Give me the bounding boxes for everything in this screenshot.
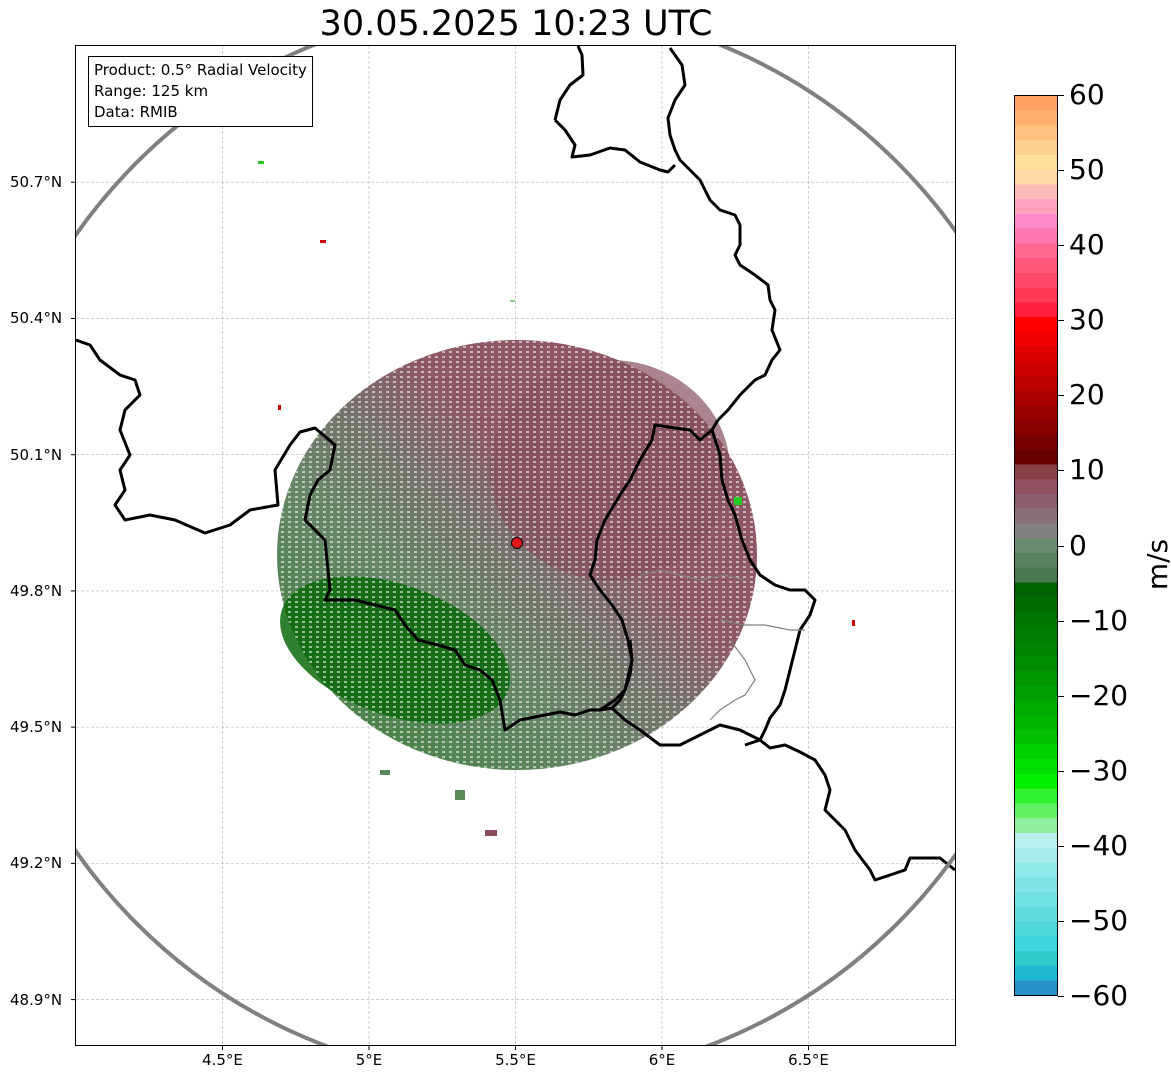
colorbar-tick (1058, 170, 1064, 172)
lon-tick-label: 6°E (648, 1051, 676, 1069)
lon-tick-label: 5°E (355, 1051, 383, 1069)
border-netherlands (553, 46, 677, 174)
colorbar-tick-label: 30 (1069, 303, 1105, 337)
lat-tick-label: 49.5°N (10, 718, 63, 737)
lat-tick-label: 50.4°N (10, 309, 63, 328)
product-info-box: Product: 0.5° Radial Velocity Range: 125… (88, 56, 313, 127)
echo-patch (852, 620, 855, 626)
border-lux-germany (710, 429, 817, 747)
colorbar-tick (1058, 320, 1064, 322)
colorbar-tick (1058, 395, 1064, 397)
colorbar-unit: m/s (1141, 538, 1171, 591)
echo-patch (734, 497, 742, 505)
country-borders (76, 46, 955, 882)
colorbar-tick (1058, 845, 1064, 847)
border-belgium-france-west (76, 338, 720, 732)
echo-patch (380, 770, 390, 775)
echo-speckle (277, 340, 757, 770)
colorbar-tick-label: 0 (1069, 528, 1087, 562)
colorbar-tick-label: −10 (1069, 603, 1129, 637)
chart-title: 30.05.2025 10:23 UTC (319, 4, 713, 44)
lon-tick-label: 5.5°E (495, 1051, 536, 1069)
echo-patch (510, 300, 515, 302)
colorbar-tick (1058, 620, 1064, 622)
border-belgium-germany (666, 47, 782, 422)
colorbar-tick (1058, 770, 1064, 772)
colorbar-tick (1058, 245, 1064, 247)
lat-tick-label: 49.2°N (10, 854, 63, 873)
echo-patch (258, 161, 264, 164)
colorbar-tick (1058, 545, 1064, 547)
echo-patch (455, 790, 465, 800)
colorbar-tick-label: −40 (1069, 828, 1129, 862)
subregion-borders (639, 569, 805, 721)
lon-tick-label: 4.5°E (202, 1051, 243, 1069)
colorbar-tick (1058, 920, 1064, 922)
colorbar-tick-label: −30 (1069, 753, 1129, 787)
lat-tick-label: 50.7°N (10, 173, 63, 192)
colorbar-tick-label: −50 (1069, 903, 1129, 937)
border-lux-france (599, 639, 634, 712)
colorbar-tick-label: −60 (1069, 979, 1129, 1012)
graticule-grid (76, 46, 955, 1045)
colorbar-tick-label: −20 (1069, 678, 1129, 712)
lat-tick-label: 48.9°N (10, 990, 63, 1009)
lat-tick-label: 50.1°N (10, 445, 63, 464)
border-france-germany (610, 706, 955, 882)
info-range: Range: 125 km (94, 82, 209, 100)
colorbar-tick-label: 10 (1069, 453, 1105, 487)
echo-patch (320, 240, 326, 243)
colorbar-tick (1058, 470, 1064, 472)
colorbar-tick-label: 50 (1069, 153, 1105, 187)
colorbar-tick-label: 60 (1069, 78, 1105, 111)
echo-patch (485, 830, 497, 836)
velocity-colorbar (1014, 95, 1058, 996)
colorbar-tick (1058, 996, 1064, 997)
colorbar-tick-label: 20 (1069, 378, 1105, 412)
radar-velocity-echoes (258, 161, 855, 836)
radar-site-marker[interactable] (511, 537, 523, 549)
colorbar-tick-label: 40 (1069, 228, 1105, 262)
info-data-source: Data: RMIB (94, 103, 178, 121)
colorbar-tick (1058, 95, 1064, 96)
colorbar-tick (1058, 695, 1064, 697)
echo-patch (278, 405, 281, 410)
lon-tick-label: 6.5°E (788, 1051, 829, 1069)
lat-tick-label: 49.8°N (10, 581, 63, 600)
info-product: Product: 0.5° Radial Velocity (94, 61, 307, 79)
